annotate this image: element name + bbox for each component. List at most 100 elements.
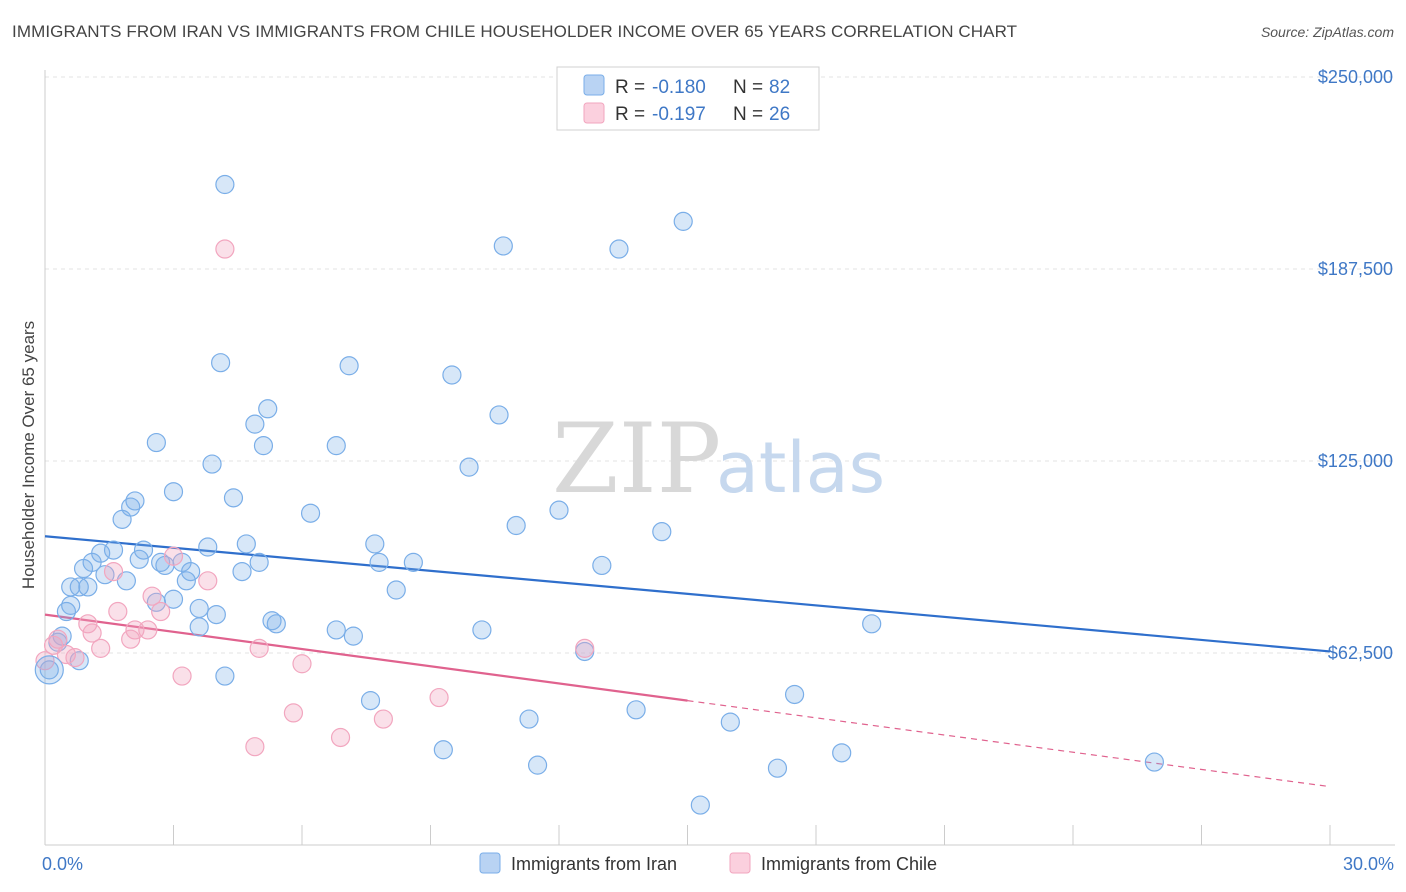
chart-title: IMMIGRANTS FROM IRAN VS IMMIGRANTS FROM … [12,22,1018,41]
iran-point-54 [386,580,406,600]
x-tick-labels: 0.0% 30.0% [42,854,1394,874]
y-tick-label-0: $62,500 [1328,643,1393,663]
chile-point-9 [108,601,128,622]
iran-point-53 [369,552,389,572]
legend-chile-n-label: N = [733,104,763,125]
y-axis-label: Householder Income Over 65 years [19,321,38,589]
iran-point-28 [181,561,201,582]
y-tick-label-1: $125,000 [1318,451,1393,471]
iran-point-37 [223,488,244,508]
x-tick-label-1: 30.0% [1343,854,1394,874]
chile-point-18 [215,239,235,259]
chile-point-22 [292,654,312,674]
iran-point-74 [767,758,788,778]
chile-point-5 [78,614,98,634]
iran-point-31 [198,537,218,557]
iran-point-59 [472,620,492,640]
iran-point-76 [832,743,852,763]
chile-point-10 [121,629,141,649]
iran-point-48 [326,436,346,456]
chile-point-16 [172,666,192,686]
legend-iran-n-label: N = [733,77,763,98]
iran-point-65 [549,500,569,520]
iran-point-9 [78,577,98,597]
iran-point-60 [489,405,509,425]
chile-point-2 [48,629,68,649]
iran-point-30 [189,598,209,619]
iran-point-41 [249,552,269,572]
iran-point-36 [215,174,235,195]
iran-point-73 [720,712,740,732]
legend-chile-n-value: 26 [769,104,790,125]
iran-point-75 [784,684,805,705]
iran-point-0 [39,660,59,680]
iran-point-21 [146,432,166,453]
iran-point-77 [862,614,882,634]
chile-point-26 [575,638,595,658]
iran-point-29 [189,617,209,637]
chile-point-25 [429,687,449,708]
iran-point-69 [626,700,646,720]
iran-point-56 [433,740,453,760]
iran-point-78 [1144,752,1164,772]
iran-point-32 [202,454,222,474]
chile-point-24 [373,709,393,729]
iran-point-25 [163,482,184,502]
iran-point-13 [103,540,124,560]
iran-point-33 [206,604,226,625]
trend-lines [44,535,1331,788]
bottom-legend-swatch-chile [729,852,751,874]
bottom-legend-iran: Immigrants from Iran [511,854,677,874]
y-tick-labels: $62,500 $125,000 $187,500 $250,000 [1318,67,1393,663]
iran-point-72 [690,795,710,815]
chile-point-4 [65,648,85,668]
iran-point-55 [403,552,423,572]
iran-point-62 [506,515,526,536]
chile-point-8 [103,561,124,582]
x-tick-label-0: 0.0% [42,854,83,874]
legend-iran-r-value: -0.180 [652,77,706,98]
iran-point-42 [253,436,274,456]
iran-point-52 [365,534,385,554]
chile-point-15 [163,546,184,566]
legend-chile-r-value: -0.197 [652,104,706,125]
iran-point-67 [592,555,612,576]
chile-point-6 [82,623,102,643]
y-tick-label-3: $250,000 [1318,67,1393,87]
iran-point-71 [673,211,693,231]
iran-point-39 [236,534,256,554]
axes [44,70,1395,846]
legend-iran-n-value: 82 [769,77,790,98]
watermark-zip: ZIP [552,403,721,515]
y-tick-label-2: $187,500 [1318,259,1393,279]
iran-point-57 [442,365,462,385]
bottom-legend-swatch-iran [479,852,501,874]
chile-point-23 [330,727,351,748]
iran-point-large [34,655,64,685]
chart-source: Source: ZipAtlas.com [1260,24,1394,40]
legend-swatch-iran [583,74,605,96]
iran-point-68 [609,239,629,259]
chile-trend-line [44,613,688,702]
stats-legend: R = -0.180 N = 82 R = -0.197 N = 26 [556,66,820,131]
chile-trend-line-extrapolated [687,700,1331,788]
legend-chile-r-label: R = [615,104,645,125]
legend-swatch-chile [583,102,605,124]
chile-point-12 [138,620,158,640]
iran-point-49 [339,356,359,376]
iran-point-45 [266,614,286,634]
iran-point-35 [215,666,235,686]
iran-point-34 [211,353,231,373]
iran-point-40 [245,414,265,434]
iran-point-50 [343,626,363,646]
chile-point-19 [245,737,265,757]
iran-point-4 [61,595,81,615]
chile-point-13 [142,586,162,606]
iran-point-43 [258,399,278,419]
chile-point-21 [283,703,304,723]
chile-point-20 [249,638,269,658]
chile-point-7 [91,638,111,658]
iran-trend-line [44,535,1331,653]
iran-point-17 [125,491,145,511]
